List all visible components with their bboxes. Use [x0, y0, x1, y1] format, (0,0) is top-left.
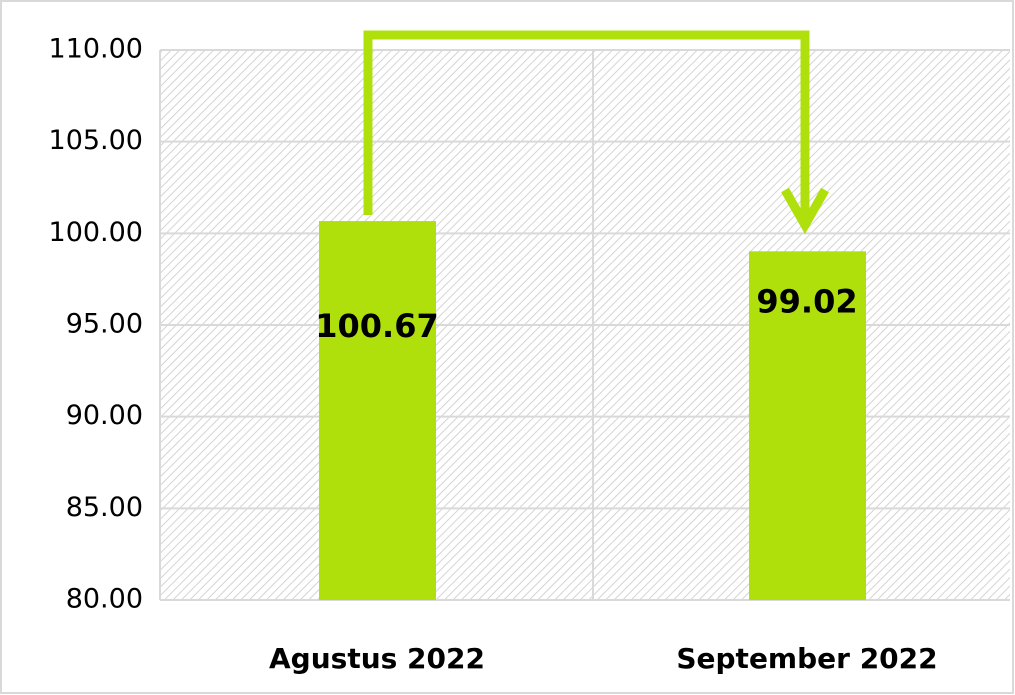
- arrow-head: [781, 187, 829, 235]
- y-tick-label: 90.00: [66, 400, 143, 431]
- change-arrow: [363, 30, 810, 218]
- bar: [749, 251, 866, 601]
- y-tick-label: 110.00: [49, 34, 143, 65]
- data-label: 99.02: [756, 282, 857, 320]
- y-tick-label: 95.00: [66, 309, 143, 340]
- y-tick-label: 85.00: [66, 492, 143, 523]
- data-label: 100.67: [315, 307, 438, 345]
- x-tick-label: September 2022: [676, 642, 937, 675]
- bar: [319, 221, 436, 601]
- x-tick-label: Agustus 2022: [269, 642, 485, 675]
- y-tick-label: 105.00: [49, 125, 143, 156]
- y-tick-label: 100.00: [49, 217, 143, 248]
- y-tick-label: 80.00: [66, 584, 143, 615]
